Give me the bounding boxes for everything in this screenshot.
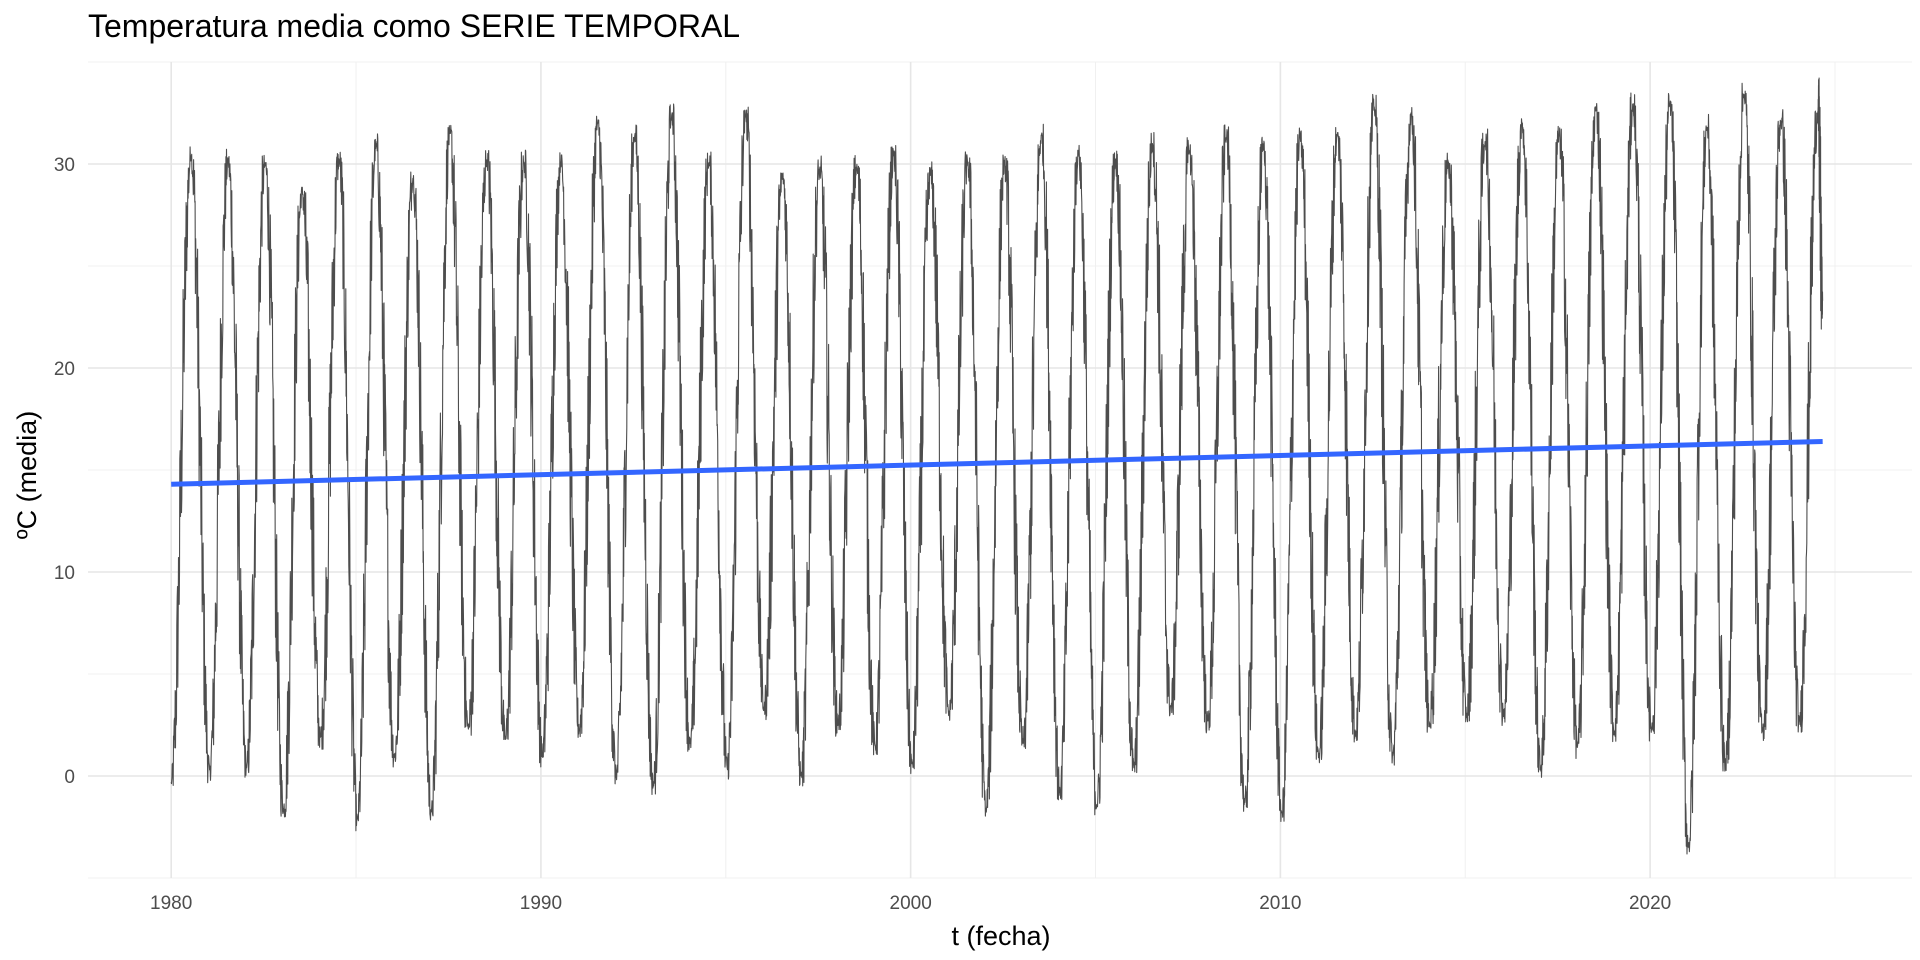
trend-line	[171, 438, 1823, 487]
series-layer	[170, 77, 1824, 855]
x-axis-title: t (fecha)	[951, 921, 1050, 951]
y-axis-title: ºC (media)	[12, 411, 42, 539]
temperature-series-line	[170, 77, 1824, 855]
x-tick-label: 1980	[150, 893, 192, 914]
y-tick-label: 0	[64, 767, 75, 788]
y-tick-label: 20	[54, 359, 75, 380]
y-axis-ticks: 0 10 20 30	[54, 155, 75, 788]
chart-title: Temperatura media como SERIE TEMPORAL	[88, 8, 741, 44]
x-tick-label: 2000	[890, 893, 932, 914]
x-tick-label: 1990	[520, 893, 562, 914]
x-tick-label: 2020	[1629, 893, 1671, 914]
grid-major	[88, 62, 1912, 878]
x-axis-ticks: 1980 1990 2000 2010 2020	[150, 893, 1671, 914]
y-tick-label: 10	[54, 563, 75, 584]
y-tick-label: 30	[54, 155, 75, 176]
x-tick-label: 2010	[1259, 893, 1301, 914]
trend-layer	[171, 438, 1823, 487]
